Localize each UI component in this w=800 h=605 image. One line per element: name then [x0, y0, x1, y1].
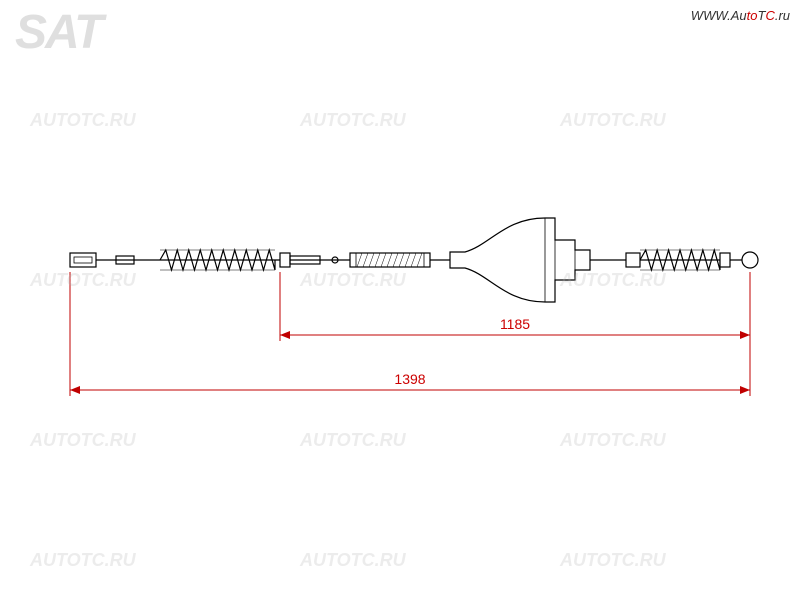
svg-text:1185: 1185 — [500, 316, 530, 332]
brand-logo: SAT — [15, 5, 101, 60]
technical-drawing: 1185 1398 — [0, 0, 800, 600]
website-url: WWW.AutoTC.ru — [691, 8, 790, 23]
svg-text:1398: 1398 — [394, 371, 425, 387]
